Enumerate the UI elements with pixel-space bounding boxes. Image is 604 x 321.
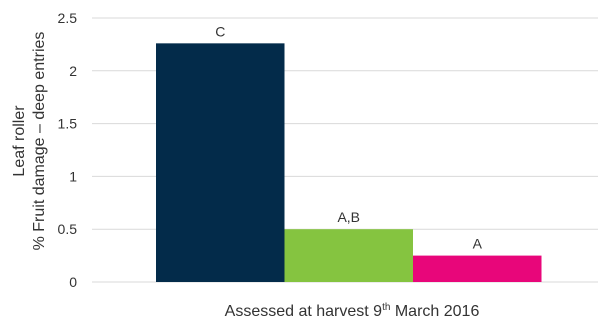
bar — [284, 229, 413, 282]
y-tick-label: 1 — [69, 168, 77, 184]
y-tick-labels: 0 0.5 1 1.5 2 2.5 — [58, 10, 78, 290]
x-axis-title-sup: th — [382, 302, 390, 313]
y-tick-label: 1.5 — [58, 116, 78, 132]
y-tick-label: 0.5 — [58, 221, 78, 237]
y-axis-title-line2: % Fruit damage – deep entries — [31, 32, 48, 251]
data-label: A,B — [337, 209, 360, 225]
data-label: C — [215, 23, 225, 39]
y-tick-label: 0 — [69, 274, 77, 290]
y-tick-label: 2 — [69, 63, 77, 79]
y-tick-label: 2.5 — [58, 10, 78, 26]
data-label: A — [473, 236, 483, 252]
x-axis-title: Assessed at harvest 9th March 2016 — [225, 302, 480, 320]
y-axis-title-line1: Leaf roller — [11, 105, 28, 177]
bars — [156, 43, 542, 283]
bar — [156, 43, 285, 283]
bar — [413, 255, 542, 282]
data-labels: C A,B A — [215, 23, 482, 251]
x-axis-title-rest: March 2016 — [390, 303, 479, 320]
x-axis-title-main: Assessed at harvest 9 — [225, 303, 383, 320]
